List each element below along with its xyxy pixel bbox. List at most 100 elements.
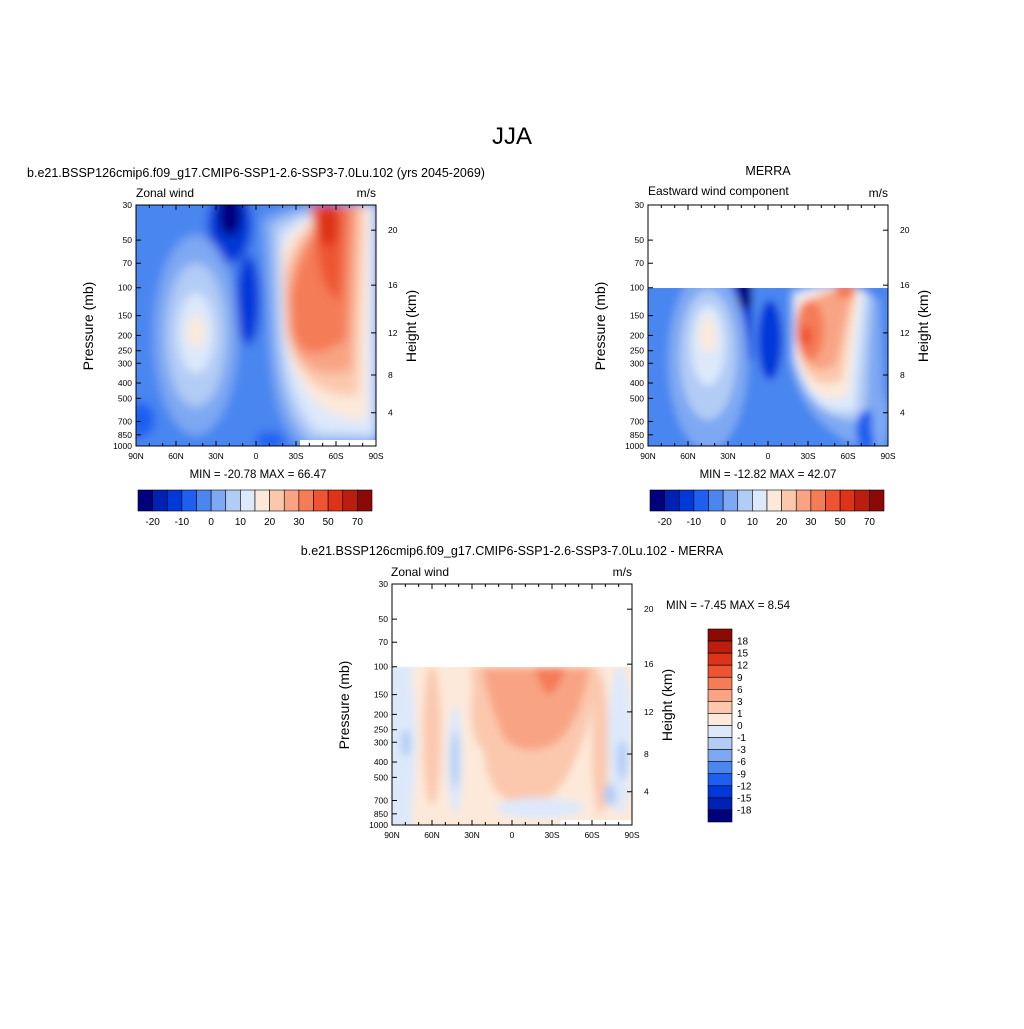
colorbar-swatch [181,489,197,512]
y-tick-label: 70 [379,637,389,647]
y-tick-label: 30 [379,579,389,589]
colorbar-swatch [707,761,733,775]
y2-tick-label: 20 [644,604,654,614]
colorbar-swatch [869,489,885,512]
y-tick-label: 250 [118,346,132,356]
y-axis-title: Pressure (mb) [592,282,608,371]
colorbar-swatch [327,489,344,512]
colorbar-swatch [707,652,733,666]
contour-field [648,288,888,446]
y-tick-label: 300 [374,737,388,747]
y-tick-label: 400 [374,757,388,767]
colorbar-swatch [707,785,733,799]
colorbar-label: 70 [352,517,364,528]
x-tick-label: 90N [128,451,144,461]
y-tick-label: 300 [630,358,644,368]
y-axis-title: Pressure (mb) [80,282,96,371]
min-max-stats: MIN = -20.78 MAX = 66.47 [190,469,327,481]
colorbar-label: -20 [145,517,160,528]
colorbar-label: -10 [687,517,702,528]
colorbar-swatch [854,489,870,512]
y-axis-title: Pressure (mb) [336,661,352,750]
x-tick-label: 60N [680,451,696,461]
y-tick-label: 30 [635,200,645,210]
colorbar-label: 15 [737,649,749,660]
colorbar-label: 0 [208,517,214,528]
colorbar-label: -18 [737,805,752,816]
panel-model: b.e21.BSSP126cmip6.f09_g17.CMIP6-SSP1-2.… [27,166,485,528]
y2-axis-title: Height (km) [659,669,675,741]
colorbar-swatch [707,725,733,738]
y2-tick-label: 4 [644,787,649,797]
colorbar-label: 30 [805,517,817,528]
y-tick-label: 100 [374,662,388,672]
y-tick-label: 200 [374,709,388,719]
colorbar-swatch [707,713,733,726]
y-tick-label: 100 [630,283,644,293]
colorbar-label: 30 [293,517,305,528]
colorbar-label: 20 [776,517,788,528]
variable-label: Eastward wind component [648,184,789,198]
colorbar-swatch [722,489,739,512]
units-label: m/s [357,186,376,200]
y2-tick-label: 20 [900,225,910,235]
colorbar-label: 3 [737,697,743,708]
axis-ticks: 90N 60N 30N 0 30S 60S 90S 30 50 70 100 150 200 250 300… [369,579,654,840]
colorbar-swatch [707,676,733,690]
x-tick-label: 30S [544,830,559,840]
y-tick-label: 250 [374,725,388,735]
colorbar-label: 0 [720,517,726,528]
colorbar-label: 6 [737,685,743,696]
y-tick-label: 1000 [113,441,132,451]
x-tick-label: 60S [840,451,855,461]
y-tick-label: 400 [118,378,132,388]
y-tick-label: 850 [374,809,388,819]
x-tick-label: 60S [328,451,343,461]
min-max-stats: MIN = -12.82 MAX = 42.07 [700,469,837,481]
colorbar: -20 -10 0 10 20 30 50 70 [137,489,373,528]
contour-field [136,205,376,446]
y2-tick-label: 12 [388,328,398,338]
panel-title: MERRA [745,164,791,178]
colorbar-label: -3 [737,745,746,756]
figure-title: JJA [492,123,532,150]
colorbar-swatch [283,489,300,512]
colorbar-swatch [839,489,856,512]
colorbar: -20 -10 0 10 20 30 50 70 [649,489,885,528]
y2-tick-label: 8 [388,370,393,380]
colorbar-label: 10 [235,517,247,528]
colorbar-swatch [678,489,695,512]
units-label: m/s [613,565,632,579]
colorbar-swatch [795,489,812,512]
colorbar-swatch [737,489,753,512]
y-tick-label: 1000 [625,441,644,451]
colorbar-swatch [707,689,733,702]
y-tick-label: 700 [630,416,644,426]
contour-field [392,667,632,825]
colorbar-label: 9 [737,673,743,684]
y-tick-label: 100 [118,283,132,293]
y-tick-label: 150 [118,311,132,321]
x-tick-label: 0 [510,830,515,840]
axis-ticks: 90N 60N 30N 0 30S 60S 90S 30 50 70 100 150 200 250 300… [113,200,398,461]
y2-tick-label: 12 [900,328,910,338]
colorbar-label: -1 [737,733,746,744]
x-tick-label: 90S [368,451,383,461]
colorbar-label: -6 [737,757,746,768]
colorbar-swatch [166,489,183,512]
y2-tick-label: 8 [644,749,649,759]
min-max-stats: MIN = -7.45 MAX = 8.54 [666,600,791,612]
y-tick-label: 500 [630,393,644,403]
y-tick-label: 500 [374,772,388,782]
colorbar-label: 0 [737,721,743,732]
y2-tick-label: 4 [388,408,393,418]
colorbar-swatch [298,489,314,512]
x-tick-label: 0 [254,451,259,461]
colorbar-label: -10 [175,517,190,528]
y-tick-label: 50 [379,614,389,624]
x-tick-label: 30S [288,451,303,461]
colorbar-label: 10 [747,517,759,528]
colorbar-swatch [254,489,270,512]
colorbar-swatch [781,489,797,512]
